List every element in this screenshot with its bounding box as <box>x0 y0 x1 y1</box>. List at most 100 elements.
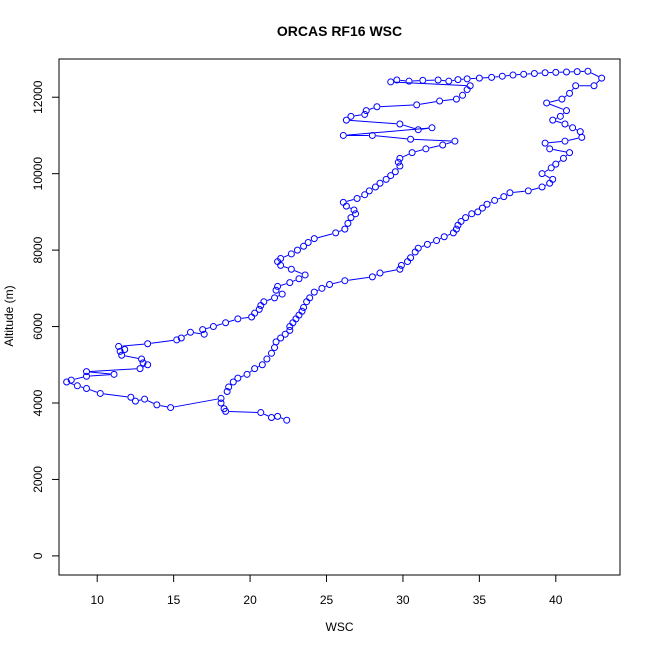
data-series <box>63 67 606 424</box>
data-point <box>144 361 152 369</box>
series-segment <box>531 187 539 191</box>
data-point <box>361 110 369 118</box>
series-segment <box>147 400 154 404</box>
series-segment <box>280 283 287 286</box>
data-point <box>293 246 301 254</box>
series-segment <box>90 371 111 375</box>
data-point <box>445 77 453 85</box>
data-point <box>397 261 405 269</box>
series-segment <box>513 190 525 193</box>
series-segment <box>125 355 139 359</box>
data-point <box>413 101 421 109</box>
data-point <box>301 271 309 279</box>
chart-title: ORCAS RF16 WSC <box>277 23 402 39</box>
data-point <box>408 149 416 157</box>
data-point <box>116 347 124 355</box>
series-segment <box>443 99 453 102</box>
data-point <box>353 195 361 203</box>
data-point <box>295 275 303 283</box>
series-segment <box>558 160 561 163</box>
series-segment <box>421 245 425 248</box>
data-point <box>562 107 570 115</box>
data-point <box>96 389 104 397</box>
data-point <box>478 204 486 212</box>
series-segment <box>568 137 579 141</box>
data-point <box>541 69 549 77</box>
data-point <box>368 273 376 281</box>
data-point <box>271 294 279 302</box>
series-segment <box>283 254 289 258</box>
data-point <box>561 120 569 128</box>
data-point <box>376 269 384 277</box>
x-tick-label: 40 <box>549 593 563 607</box>
series-segment <box>383 269 397 273</box>
data-point <box>440 233 448 241</box>
data-point <box>225 383 233 391</box>
series-segment <box>332 281 342 285</box>
series-segment <box>497 197 501 200</box>
y-axis: 0 2000 4000 6000 8000 10000 12000 <box>31 80 60 559</box>
data-point <box>344 219 352 227</box>
data-point <box>127 393 135 401</box>
data-point <box>222 319 230 327</box>
data-point <box>572 82 580 90</box>
data-point <box>347 214 355 222</box>
data-point <box>131 397 139 405</box>
series-segment <box>317 289 319 291</box>
data-point <box>466 82 474 90</box>
series-segment <box>249 370 253 373</box>
series-segment <box>338 230 342 232</box>
data-point <box>454 76 462 84</box>
data-point <box>434 76 442 84</box>
y-tick-label: 10000 <box>31 157 45 191</box>
series-segment <box>346 198 354 202</box>
x-tick-label: 30 <box>396 593 410 607</box>
data-point <box>251 309 259 317</box>
series-segment <box>562 112 565 115</box>
series-segment <box>549 99 559 103</box>
data-point <box>373 103 381 111</box>
data-point <box>67 376 75 384</box>
series-segment <box>122 343 145 347</box>
data-point <box>277 334 285 342</box>
series-segment <box>74 376 84 380</box>
series-segment <box>354 114 362 117</box>
series-segment <box>375 274 378 276</box>
data-point <box>468 210 476 218</box>
series-segment <box>174 398 218 408</box>
series-segment <box>240 375 244 378</box>
y-tick-label: 2000 <box>31 466 45 493</box>
series-segment <box>402 153 410 158</box>
series-segment <box>90 368 137 372</box>
series-segment <box>241 317 249 319</box>
series-segment <box>283 266 289 269</box>
data-point <box>559 154 567 162</box>
data-point <box>462 214 470 222</box>
data-point <box>267 349 275 357</box>
series-segment <box>403 124 415 130</box>
data-point <box>223 388 231 396</box>
series-segment <box>571 88 574 91</box>
series-segment <box>544 174 550 179</box>
x-tick-label: 10 <box>91 593 105 607</box>
data-point <box>339 198 347 206</box>
data-point <box>271 344 279 352</box>
data-point <box>63 378 71 386</box>
data-point <box>396 162 404 170</box>
series-segment <box>143 365 145 368</box>
series-segment <box>415 149 423 153</box>
data-point <box>352 210 360 218</box>
data-point <box>286 323 294 331</box>
series-segment <box>565 154 568 157</box>
series-segment <box>447 233 451 236</box>
data-point <box>376 179 384 187</box>
data-point <box>234 374 242 382</box>
data-point <box>411 248 419 256</box>
data-point <box>286 279 294 287</box>
data-point <box>341 225 349 233</box>
data-point <box>546 145 554 153</box>
data-point <box>498 72 506 80</box>
series-segment <box>549 103 564 110</box>
data-point <box>391 168 399 176</box>
data-point <box>407 135 415 143</box>
